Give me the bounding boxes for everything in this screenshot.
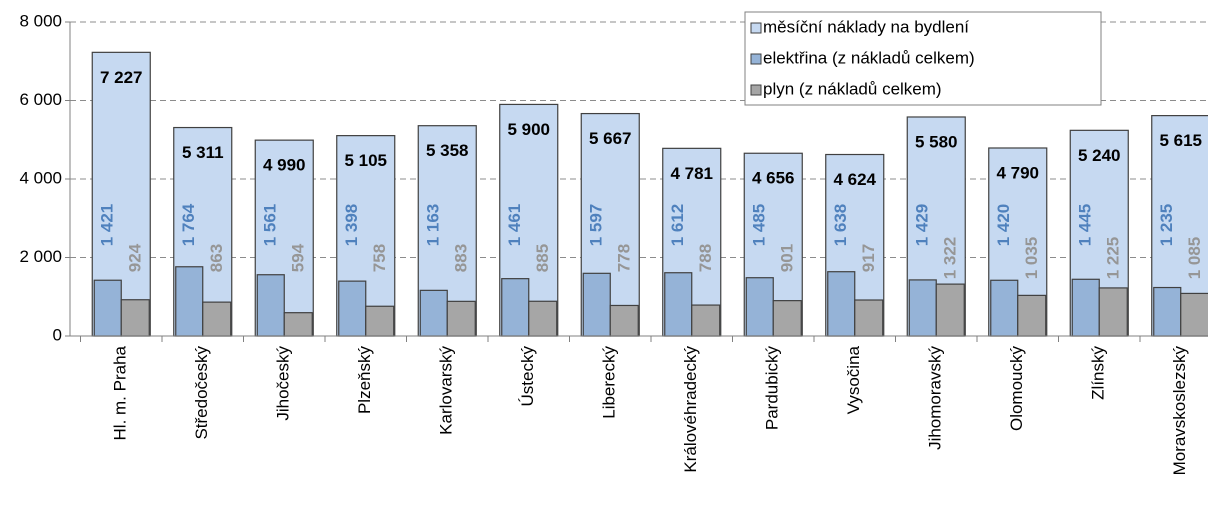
bar [854,299,884,337]
bar [1017,294,1047,337]
value-label: 1 163 [424,204,443,247]
value-label: 5 615 [1159,131,1202,150]
bar [338,280,367,337]
bar [528,300,558,337]
y-tick-label: 2 000 [19,247,62,266]
x-tick-label: Olomoucký [1007,346,1026,432]
value-label: 1 597 [587,204,606,247]
bar [1153,286,1182,337]
bar [175,266,204,337]
bar [283,312,313,337]
value-label: 788 [696,244,715,272]
x-tick-label: Středočeský [192,346,211,440]
x-tick-label: Jihomoravský [926,346,945,450]
value-label: 924 [126,243,145,272]
value-label: 863 [207,244,226,272]
value-label: 778 [615,244,634,272]
bar [582,272,611,337]
bar [501,278,530,337]
value-label: 883 [452,244,471,272]
value-label: 1 461 [505,204,524,247]
x-tick-label: Moravskoslezský [1170,346,1189,476]
value-label: 1 225 [1104,237,1123,280]
bar [990,279,1019,337]
y-tick-label: 8 000 [19,11,62,30]
legend-swatch [750,22,762,34]
value-label: 4 624 [833,170,876,189]
y-tick-label: 0 [53,325,62,344]
value-label: 885 [533,244,552,272]
value-label: 1 398 [342,204,361,247]
value-label: 1 420 [994,204,1013,247]
bar [664,272,693,337]
x-tick-label: Jihočeský [274,346,293,421]
bar [256,274,285,337]
x-tick-label: Plzeňský [355,346,374,415]
value-label: 1 235 [1157,204,1176,247]
value-label: 4 990 [263,156,306,175]
value-label: 5 311 [182,143,224,162]
value-label: 1 561 [261,204,280,247]
value-label: 1 764 [179,203,198,246]
x-tick-label: Zlínský [1089,346,1108,400]
x-tick-label: Karlovarský [437,346,456,435]
x-tick-label: Královéhradecký [681,346,700,473]
legend-swatch [750,84,762,96]
bar [120,299,150,337]
bar [827,271,856,337]
bar [419,289,448,337]
legend-label: elektřina (z nákladů celkem) [763,48,975,67]
value-label: 5 667 [589,129,632,148]
value-label: 1 638 [831,204,850,247]
legend-label: měsíční náklady na bydlení [763,17,969,36]
y-tick-label: 4 000 [19,168,62,187]
value-label: 1 421 [98,204,117,247]
bar [609,304,639,337]
bar [935,283,965,337]
value-label: 4 790 [996,163,1039,182]
bar [1071,278,1100,337]
value-label: 1 035 [1022,237,1041,280]
x-tick-label: Vysočina [844,345,863,414]
bar [446,300,476,337]
bar [908,279,937,337]
legend-label: plyn (z nákladů celkem) [763,79,942,98]
value-label: 1 612 [668,204,687,247]
x-tick-label: Ústecký [518,346,537,407]
bar [1098,287,1128,337]
value-label: 5 900 [507,120,550,139]
bar [202,301,232,337]
value-label: 5 580 [915,132,958,151]
value-label: 1 322 [941,237,960,280]
bar [365,305,395,337]
x-tick-label: Pardubický [763,346,782,431]
value-label: 1 445 [1076,204,1095,247]
value-label: 4 781 [670,164,713,183]
bar [1180,292,1208,337]
legend-box [744,11,1102,106]
y-tick-label: 6 000 [19,90,62,109]
value-label: 5 240 [1078,146,1121,165]
value-label: 917 [859,244,878,272]
value-label: 1 429 [913,204,932,247]
x-tick-label: Liberecký [600,346,619,419]
value-label: 758 [370,244,389,272]
legend-swatch [750,53,762,65]
bar [772,300,802,337]
value-label: 901 [778,244,797,272]
value-label: 5 105 [344,151,387,170]
value-label: 1 485 [750,204,769,247]
value-label: 4 656 [752,169,795,188]
bar [745,277,774,337]
x-tick-label: Hl. m. Praha [111,345,130,440]
value-label: 1 085 [1185,237,1204,280]
bar [691,304,721,337]
bar [93,279,122,337]
value-label: 5 358 [426,141,469,160]
value-label: 7 227 [100,68,143,87]
value-label: 594 [289,243,308,272]
